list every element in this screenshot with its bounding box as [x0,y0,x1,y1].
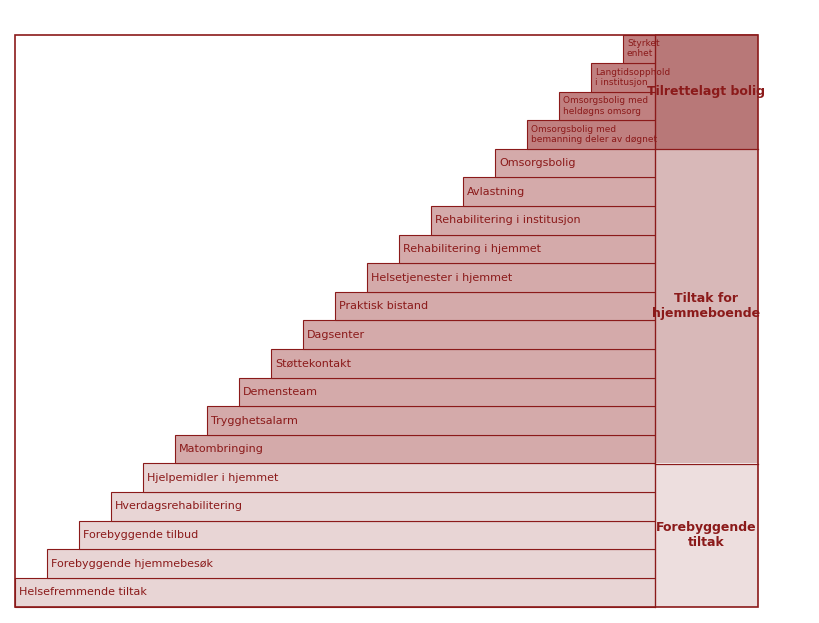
Text: Praktisk bistand: Praktisk bistand [338,301,428,312]
Bar [622,34,654,63]
Bar [654,34,757,149]
Bar [399,235,654,264]
Bar [303,320,654,349]
Bar [174,435,654,464]
Text: Omsorgsbolig med
heldøgns omsorg: Omsorgsbolig med heldøgns omsorg [563,97,647,116]
Bar [463,178,654,206]
Text: Matombringing: Matombringing [179,444,264,454]
Text: Langtidsopphold
i institusjon: Langtidsopphold i institusjon [595,68,669,87]
Text: Hverdagsrehabilitering: Hverdagsrehabilitering [115,502,242,511]
Bar [15,578,654,607]
Bar [79,521,654,549]
Bar [111,492,654,521]
Bar [270,349,654,378]
Text: Rehabilitering i hjemmet: Rehabilitering i hjemmet [402,244,541,254]
Text: Tilrettelagt bolig: Tilrettelagt bolig [647,85,765,98]
Bar [495,149,654,178]
Text: Omsorgsbolig: Omsorgsbolig [499,158,575,168]
Text: Avlastning: Avlastning [467,187,525,197]
Text: Dagsenter: Dagsenter [306,330,364,340]
Bar [143,464,654,492]
Bar [367,264,654,292]
Bar [559,92,654,120]
Bar [47,549,654,578]
Text: Forebyggende hjemmebesøk: Forebyggende hjemmebesøk [51,559,213,569]
Text: Forebyggende
tiltak: Forebyggende tiltak [655,521,756,549]
Text: Rehabilitering i institusjon: Rehabilitering i institusjon [434,216,580,226]
Text: Forebyggende tilbud: Forebyggende tilbud [83,530,198,540]
Text: Tiltak for
hjemmeboende: Tiltak for hjemmeboende [652,292,760,320]
Bar [238,378,654,406]
Bar [527,120,654,149]
Text: Trygghetsalarm: Trygghetsalarm [210,416,297,426]
Bar [431,206,654,235]
Text: Hjelpemidler i hjemmet: Hjelpemidler i hjemmet [147,473,278,483]
Text: Helsetjenester i hjemmet: Helsetjenester i hjemmet [370,273,512,283]
Bar [654,464,757,607]
Bar [590,63,654,92]
Text: Helsefremmende tiltak: Helsefremmende tiltak [19,587,147,597]
Text: Støttekontakt: Støttekontakt [274,358,351,368]
Text: Demensteam: Demensteam [242,387,318,397]
Bar [206,406,654,435]
Text: Styrket
enhet: Styrket enhet [627,39,658,59]
Bar [335,292,654,320]
Text: Omsorgsbolig med
bemanning deler av døgnet: Omsorgsbolig med bemanning deler av døgn… [531,125,656,145]
Bar [654,149,757,464]
